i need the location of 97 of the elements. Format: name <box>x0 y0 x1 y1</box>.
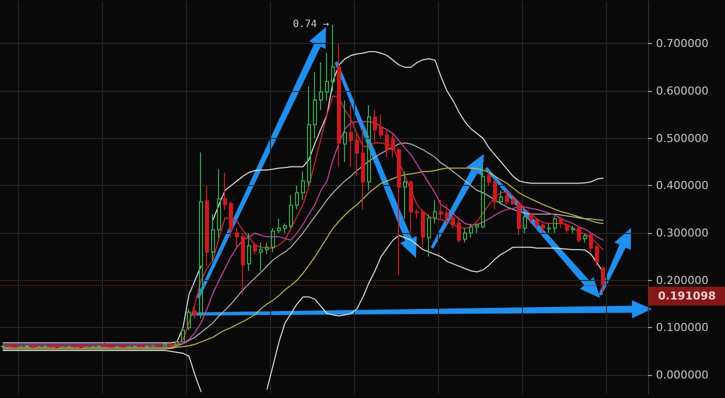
candlestick <box>199 152 203 319</box>
candlestick <box>235 228 239 248</box>
candlestick <box>571 225 575 234</box>
candlestick <box>331 24 335 92</box>
candlestick <box>601 266 605 296</box>
candlestick <box>343 100 347 162</box>
candlestick <box>259 242 263 272</box>
candlestick <box>499 190 503 206</box>
candlestick <box>541 223 545 234</box>
candlestick <box>139 344 143 348</box>
candlestick <box>175 340 179 346</box>
candlestick <box>463 228 467 243</box>
candlestick <box>25 344 29 348</box>
candlestick <box>271 228 275 252</box>
candlestick <box>511 197 515 206</box>
candlestick <box>289 194 293 229</box>
candlestick <box>205 185 209 267</box>
candlestick <box>31 344 35 348</box>
candlestick <box>523 214 527 234</box>
candlestick <box>469 223 473 238</box>
y-tick-label: 0.300000 <box>656 226 708 240</box>
candlestick <box>79 346 83 349</box>
candlestick <box>433 199 437 224</box>
candlestick <box>457 218 461 243</box>
candlestick <box>553 216 557 234</box>
candlestick <box>451 214 455 229</box>
candlestick <box>475 223 479 234</box>
candlestick <box>421 208 425 248</box>
candlestick <box>301 170 305 200</box>
candlestick <box>427 214 431 258</box>
candlestick <box>307 86 311 186</box>
candlestick <box>247 232 251 272</box>
candlestick <box>403 170 407 220</box>
candlestick <box>565 223 569 234</box>
candlestick <box>181 327 185 344</box>
candlestick <box>49 345 53 348</box>
candlestick <box>529 214 533 224</box>
candlestick <box>391 133 395 158</box>
y-tick-label: 0.600000 <box>656 84 708 98</box>
candlestick <box>337 43 341 168</box>
candlestick <box>373 109 377 144</box>
candlestick <box>211 214 215 262</box>
y-tick-label: 0.700000 <box>656 37 708 50</box>
candlestick <box>589 232 593 252</box>
candlestick <box>379 114 383 139</box>
annotation: 0.74 → <box>292 19 329 30</box>
candlestick <box>229 201 233 238</box>
y-tick-label: 0.000000 <box>656 368 708 382</box>
ref-line-label: 0.191098 <box>658 290 716 303</box>
candlestick <box>265 242 269 255</box>
candlestick <box>445 204 449 224</box>
candlestick <box>223 172 227 210</box>
candlestick <box>319 62 323 110</box>
candlestick <box>55 346 59 349</box>
candlestick <box>283 223 287 234</box>
candlestick <box>73 346 77 348</box>
candlestick <box>361 128 365 210</box>
candlestick <box>109 346 113 348</box>
candlestick <box>481 166 485 229</box>
candlestick <box>505 190 509 206</box>
candlestick <box>547 223 551 234</box>
candlestick <box>559 216 563 229</box>
candlestick <box>169 342 173 346</box>
y-tick-label: 0.100000 <box>656 321 708 334</box>
candlestick <box>277 218 281 234</box>
candlestick <box>349 104 353 168</box>
candlestick <box>187 308 191 331</box>
candlestick <box>295 185 299 210</box>
candlestick <box>367 104 371 191</box>
candlestick <box>241 232 245 296</box>
candlestick <box>325 52 329 101</box>
candlestick <box>7 344 11 348</box>
y-tick-label: 0.400000 <box>656 179 708 192</box>
candlestick <box>253 242 257 255</box>
y-tick-label: 0.500000 <box>656 132 708 145</box>
candlestick <box>409 180 413 234</box>
candlestick <box>385 128 389 158</box>
candlestick <box>517 202 521 236</box>
candlestick <box>103 341 107 348</box>
candlestick <box>487 170 491 186</box>
candlestick <box>217 168 221 238</box>
candlestick <box>493 180 497 210</box>
candlestick <box>439 199 443 220</box>
candlestick <box>193 306 197 319</box>
candlestick <box>163 343 167 348</box>
candlestick <box>595 244 599 267</box>
candlestick <box>13 345 17 348</box>
y-tick-label: 0.200000 <box>656 274 708 287</box>
candlestick <box>157 344 161 348</box>
candlestick <box>355 133 359 177</box>
candlestick <box>415 208 419 220</box>
candlestick <box>397 147 401 276</box>
candlestick <box>121 346 125 348</box>
candlestick <box>583 232 587 243</box>
candlestick <box>577 225 581 243</box>
candlestick <box>313 72 317 139</box>
candlestick <box>535 218 539 229</box>
